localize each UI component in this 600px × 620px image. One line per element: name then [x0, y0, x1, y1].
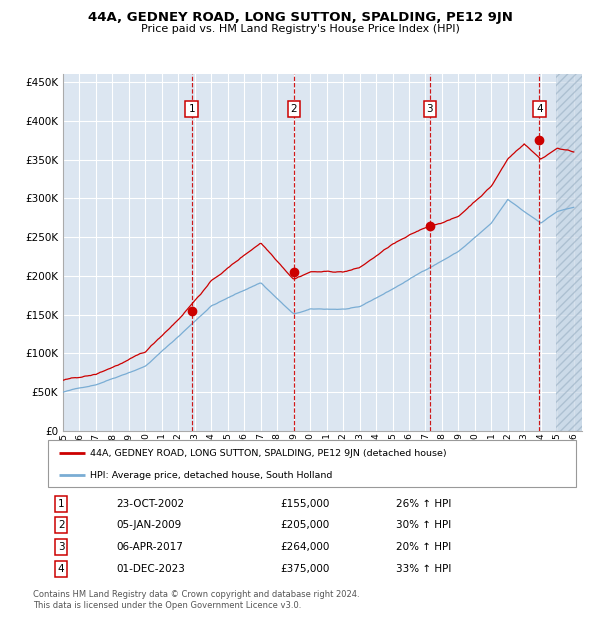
Text: 1: 1: [58, 498, 65, 509]
Text: 33% ↑ HPI: 33% ↑ HPI: [397, 564, 452, 574]
Text: 26% ↑ HPI: 26% ↑ HPI: [397, 498, 452, 509]
Text: 01-DEC-2023: 01-DEC-2023: [116, 564, 185, 574]
Text: 30% ↑ HPI: 30% ↑ HPI: [397, 520, 452, 530]
Text: 06-APR-2017: 06-APR-2017: [116, 542, 184, 552]
Text: 44A, GEDNEY ROAD, LONG SUTTON, SPALDING, PE12 9JN (detached house): 44A, GEDNEY ROAD, LONG SUTTON, SPALDING,…: [90, 449, 447, 458]
Text: 2: 2: [290, 104, 298, 114]
Text: £155,000: £155,000: [280, 498, 329, 509]
Text: Contains HM Land Registry data © Crown copyright and database right 2024.: Contains HM Land Registry data © Crown c…: [33, 590, 359, 600]
Text: HPI: Average price, detached house, South Holland: HPI: Average price, detached house, Sout…: [90, 471, 332, 480]
Text: 4: 4: [536, 104, 543, 114]
Text: Price paid vs. HM Land Registry's House Price Index (HPI): Price paid vs. HM Land Registry's House …: [140, 24, 460, 33]
Text: 3: 3: [58, 542, 65, 552]
Text: 2: 2: [58, 520, 65, 530]
Text: 44A, GEDNEY ROAD, LONG SUTTON, SPALDING, PE12 9JN: 44A, GEDNEY ROAD, LONG SUTTON, SPALDING,…: [88, 11, 512, 24]
Text: £205,000: £205,000: [280, 520, 329, 530]
Text: 23-OCT-2002: 23-OCT-2002: [116, 498, 185, 509]
Bar: [556, 74, 582, 431]
Text: 20% ↑ HPI: 20% ↑ HPI: [397, 542, 452, 552]
Text: 05-JAN-2009: 05-JAN-2009: [116, 520, 182, 530]
Text: This data is licensed under the Open Government Licence v3.0.: This data is licensed under the Open Gov…: [33, 601, 301, 611]
Text: 1: 1: [188, 104, 195, 114]
FancyBboxPatch shape: [48, 440, 576, 487]
Text: £375,000: £375,000: [280, 564, 329, 574]
Text: 4: 4: [58, 564, 65, 574]
Text: £264,000: £264,000: [280, 542, 329, 552]
Text: 3: 3: [427, 104, 433, 114]
